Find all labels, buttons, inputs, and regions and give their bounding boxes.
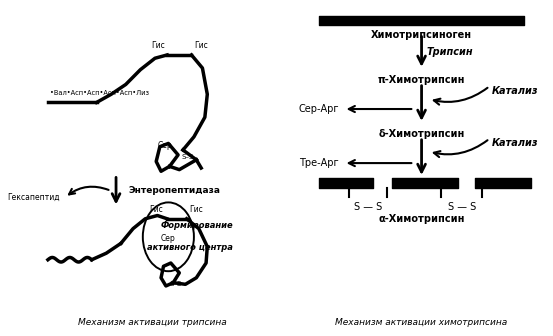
Text: Гексапептид: Гексапептид [8, 193, 60, 202]
Text: Сер: Сер [161, 234, 176, 243]
Text: Тре-Арг: Тре-Арг [299, 158, 339, 168]
Text: Механизм активации химотрипсина: Механизм активации химотрипсина [336, 318, 508, 327]
Text: Механизм активации трипсина: Механизм активации трипсина [78, 318, 227, 327]
Text: S — S: S — S [447, 202, 476, 212]
Text: •Вал•Асп•Асп•Асп•Асп•Лиз: •Вал•Асп•Асп•Асп•Асп•Лиз [50, 90, 149, 96]
Text: Трипсин: Трипсин [426, 47, 473, 57]
Text: Сер-Арг: Сер-Арг [298, 104, 339, 114]
Text: Гис: Гис [150, 205, 164, 214]
Text: активного центра: активного центра [147, 243, 233, 252]
Text: π-Химотрипсин: π-Химотрипсин [378, 75, 465, 85]
Text: α-Химотрипсин: α-Химотрипсин [378, 214, 465, 224]
Text: Формирование: Формирование [160, 221, 233, 230]
Text: Катализ: Катализ [492, 86, 539, 96]
Text: Гис: Гис [151, 41, 165, 50]
Text: Химотрипсиноген: Химотрипсиноген [371, 30, 472, 40]
Text: Гис: Гис [189, 205, 203, 214]
Text: S — S: S — S [354, 202, 382, 212]
Text: Гис: Гис [194, 41, 208, 50]
Text: Сер: Сер [158, 141, 172, 150]
Text: Энтеропептидаза: Энтеропептидаза [128, 186, 220, 196]
Text: Катализ: Катализ [492, 138, 539, 149]
Text: S–S: S–S [170, 281, 182, 287]
Text: S–S: S–S [182, 154, 194, 160]
Text: δ-Химотрипсин: δ-Химотрипсин [378, 129, 465, 139]
